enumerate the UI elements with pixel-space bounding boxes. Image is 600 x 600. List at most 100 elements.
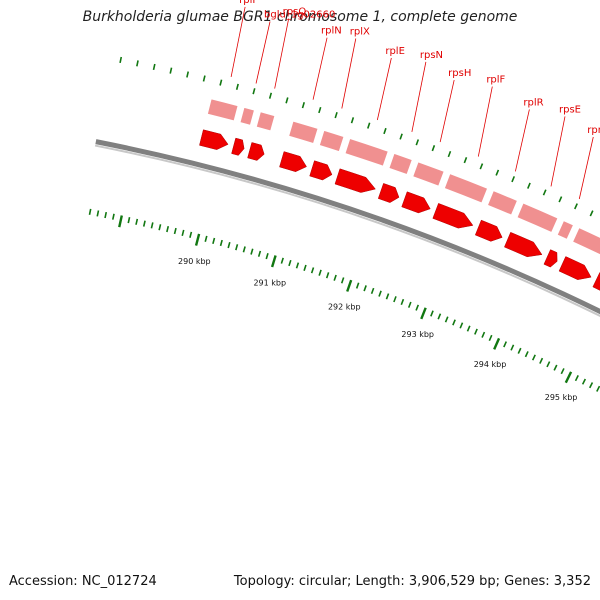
minor-tick	[385, 293, 390, 300]
leader-line	[477, 86, 493, 157]
major-tick	[420, 307, 427, 320]
outer-tick	[268, 92, 273, 99]
gene-label-rplf: rplF	[486, 75, 505, 86]
leader-line	[312, 37, 328, 100]
outer-tick	[350, 117, 355, 124]
tick-label: 292 kbp	[328, 303, 361, 312]
leader-line	[550, 116, 566, 187]
outer-tick	[285, 97, 289, 104]
minor-tick	[235, 244, 239, 251]
cds-arrow	[543, 249, 558, 268]
gene-band	[443, 172, 489, 204]
minor-tick	[355, 282, 360, 289]
gene-band	[255, 110, 276, 132]
outer-tick	[447, 150, 452, 158]
minor-tick	[524, 351, 529, 358]
outer-tick	[186, 71, 190, 78]
minor-tick	[250, 248, 254, 255]
outer-tick	[527, 182, 531, 189]
minor-tick	[510, 344, 515, 351]
gene-label-rpln: rplN	[321, 26, 342, 37]
gene-label-rpse: rpsE	[559, 104, 581, 115]
outer-tick	[136, 60, 139, 67]
minor-tick	[158, 224, 162, 231]
outer-tick	[542, 189, 547, 196]
minor-tick	[310, 267, 315, 274]
gene-band	[239, 106, 256, 127]
minor-tick	[265, 252, 269, 260]
minor-tick	[173, 227, 177, 235]
minor-tick	[531, 354, 536, 361]
major-tick	[270, 255, 277, 268]
minor-tick	[400, 298, 405, 306]
gene-band	[556, 219, 575, 241]
cds-arrow	[401, 191, 431, 214]
gene-label-rpsh: rpsH	[448, 68, 471, 79]
cds-arrow	[334, 168, 376, 193]
minor-tick	[340, 277, 345, 284]
major-tick	[118, 215, 123, 228]
gene-label-rpmd: rpmD	[587, 125, 600, 136]
minor-tick	[378, 290, 382, 297]
tick-label: 290 kbp	[178, 257, 211, 266]
minor-tick	[88, 208, 92, 215]
backbone-shadow	[94, 144, 600, 318]
gene-band	[411, 160, 446, 188]
outer-tick	[119, 56, 123, 64]
cds-arrow	[309, 160, 333, 181]
minor-tick	[596, 385, 600, 392]
gene-label-rpsq: rpsQ	[283, 7, 307, 18]
minor-tick	[111, 213, 115, 220]
minor-tick	[407, 301, 412, 308]
backbone-line	[95, 139, 600, 315]
minor-tick	[589, 382, 594, 389]
tick-label: 291 kbp	[253, 278, 286, 287]
gene-band	[287, 120, 319, 145]
gene-features	[206, 97, 600, 256]
outer-tick	[479, 163, 484, 170]
leader-line	[439, 79, 455, 143]
genome-summary-text: Topology: circular; Length: 3,906,529 bp…	[233, 574, 591, 589]
outer-tick	[495, 169, 500, 176]
outer-tick	[399, 133, 403, 140]
minor-tick	[142, 220, 146, 227]
gene-label-rple: rplE	[385, 46, 405, 57]
map-title: Burkholderia glumae BGR1 chromosome 1, c…	[82, 9, 518, 25]
minor-tick	[288, 259, 292, 267]
cds-arrow	[247, 142, 265, 161]
minor-tick	[581, 378, 587, 385]
leader-line	[255, 21, 271, 84]
leader-line	[274, 18, 290, 89]
minor-tick	[325, 272, 330, 279]
gene-label-rplx: rplX	[350, 27, 370, 38]
minor-tick	[135, 218, 139, 225]
gene-label-bglu_1g02660: bglu_1g02660	[264, 9, 335, 20]
gene-band	[486, 189, 519, 217]
minor-tick	[444, 316, 449, 323]
minor-tick	[481, 331, 486, 338]
leader-line	[230, 6, 246, 78]
minor-tick	[452, 319, 456, 326]
minor-tick	[393, 296, 397, 303]
major-tick	[564, 371, 573, 384]
cds-arrow	[279, 151, 307, 172]
minor-tick	[553, 364, 558, 371]
minor-tick	[204, 235, 208, 242]
cds-arrow	[377, 183, 400, 203]
outer-tick	[252, 88, 256, 95]
outer-tick	[169, 67, 173, 74]
leader-line	[376, 57, 392, 121]
outer-tick	[383, 127, 387, 135]
outer-tick	[463, 157, 468, 164]
cds-arrow	[432, 203, 474, 229]
gene-band	[206, 97, 239, 122]
outer-tick	[511, 176, 516, 183]
outer-tick	[202, 75, 206, 82]
minor-tick	[363, 285, 367, 292]
tick-label: 294 kbp	[474, 360, 507, 369]
minor-tick	[546, 361, 551, 368]
outer-tick	[431, 145, 436, 152]
minor-tick	[219, 239, 223, 247]
leader-line	[341, 38, 357, 109]
